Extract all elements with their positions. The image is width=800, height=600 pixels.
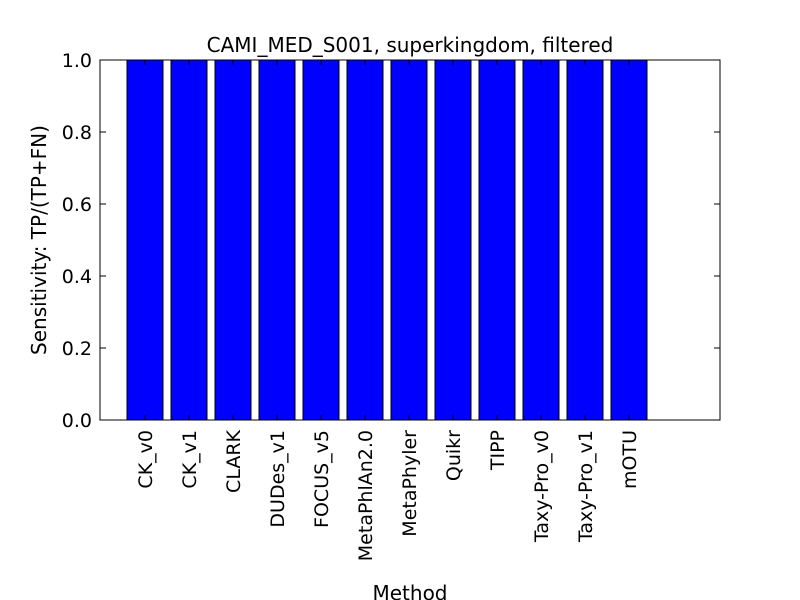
x-axis-label: Method xyxy=(372,581,447,600)
chart-title: CAMI_MED_S001, superkingdom, filtered xyxy=(207,33,614,57)
x-tick-label: Taxy-Pro_v0 xyxy=(531,430,553,543)
y-tick-label: 0.8 xyxy=(62,122,92,144)
bar-MetaPhlAn2.0 xyxy=(346,59,384,421)
bar-Quikr xyxy=(434,59,472,421)
plot-frame xyxy=(99,59,721,421)
x-tick-label: DUDes_v1 xyxy=(267,430,289,528)
x-tick-label: MetaPhlAn2.0 xyxy=(355,430,377,561)
bar-mOTU xyxy=(610,59,648,421)
bar-CK_v1 xyxy=(170,59,208,421)
y-tick-label: 0.2 xyxy=(62,338,92,360)
x-tick-label: MetaPhyler xyxy=(399,430,421,537)
x-tick-label: Taxy-Pro_v1 xyxy=(575,430,597,543)
y-ticks-group: 0.0 0.2 0.4 0.6 0.8 1.0 xyxy=(62,50,720,432)
y-tick-label: 1.0 xyxy=(62,50,92,72)
bar-DUDes_v1 xyxy=(258,59,296,421)
x-tick-label: CK_v1 xyxy=(179,430,201,489)
x-ticks-group: CK_v0 CK_v1 CLARK DUDes_v1 FOCUS_v5 MetaPhlAn… xyxy=(135,60,641,561)
y-tick-label: 0.6 xyxy=(62,194,92,216)
bar-CLARK xyxy=(214,59,252,421)
y-axis-label: Sensitivity: TP/(TP+FN) xyxy=(27,125,51,355)
y-tick-label: 0.4 xyxy=(62,266,92,288)
bar-Taxy-Pro_v0 xyxy=(522,59,560,421)
x-tick-label: mOTU xyxy=(619,430,641,489)
x-tick-label: TIPP xyxy=(487,430,509,471)
bar-MetaPhyler xyxy=(390,59,428,421)
bar-TIPP xyxy=(478,59,516,421)
y-tick-label: 0.0 xyxy=(62,410,92,432)
bar-CK_v0 xyxy=(126,59,164,421)
bars-group xyxy=(126,59,648,421)
bar-Taxy-Pro_v1 xyxy=(566,59,604,421)
x-tick-label: FOCUS_v5 xyxy=(311,430,333,528)
x-tick-label: CK_v0 xyxy=(135,430,157,489)
x-tick-label: Quikr xyxy=(443,430,465,481)
bar-FOCUS_v5 xyxy=(302,59,340,421)
x-tick-label: CLARK xyxy=(223,429,245,492)
